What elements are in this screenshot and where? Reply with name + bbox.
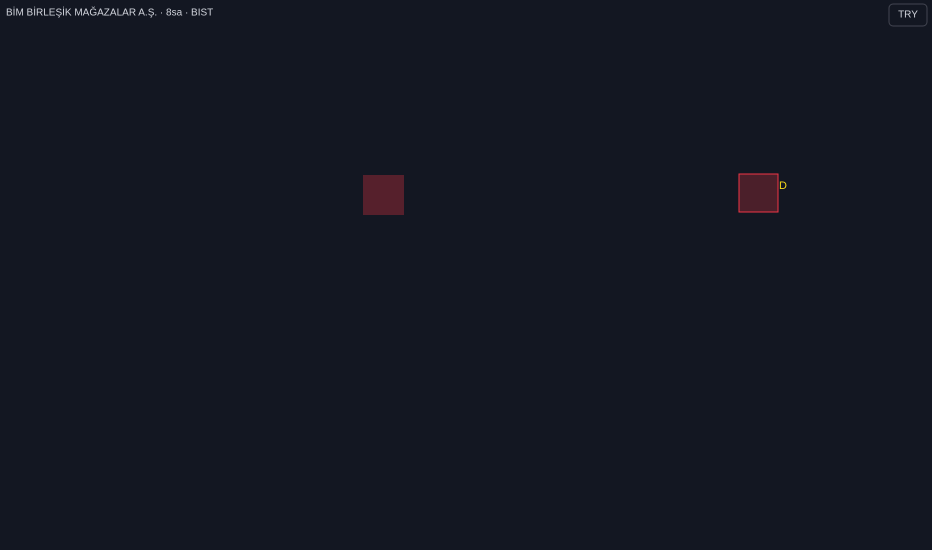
- highlight-box: [738, 173, 779, 213]
- highlight-box: [363, 175, 404, 215]
- currency-label[interactable]: TRY: [898, 10, 918, 21]
- title: BİM BİRLEŞİK MAĞAZALAR A.Ş. · 8sa · BIST: [6, 6, 213, 19]
- pattern-label: D: [779, 180, 787, 192]
- currency-button[interactable]: [888, 3, 928, 27]
